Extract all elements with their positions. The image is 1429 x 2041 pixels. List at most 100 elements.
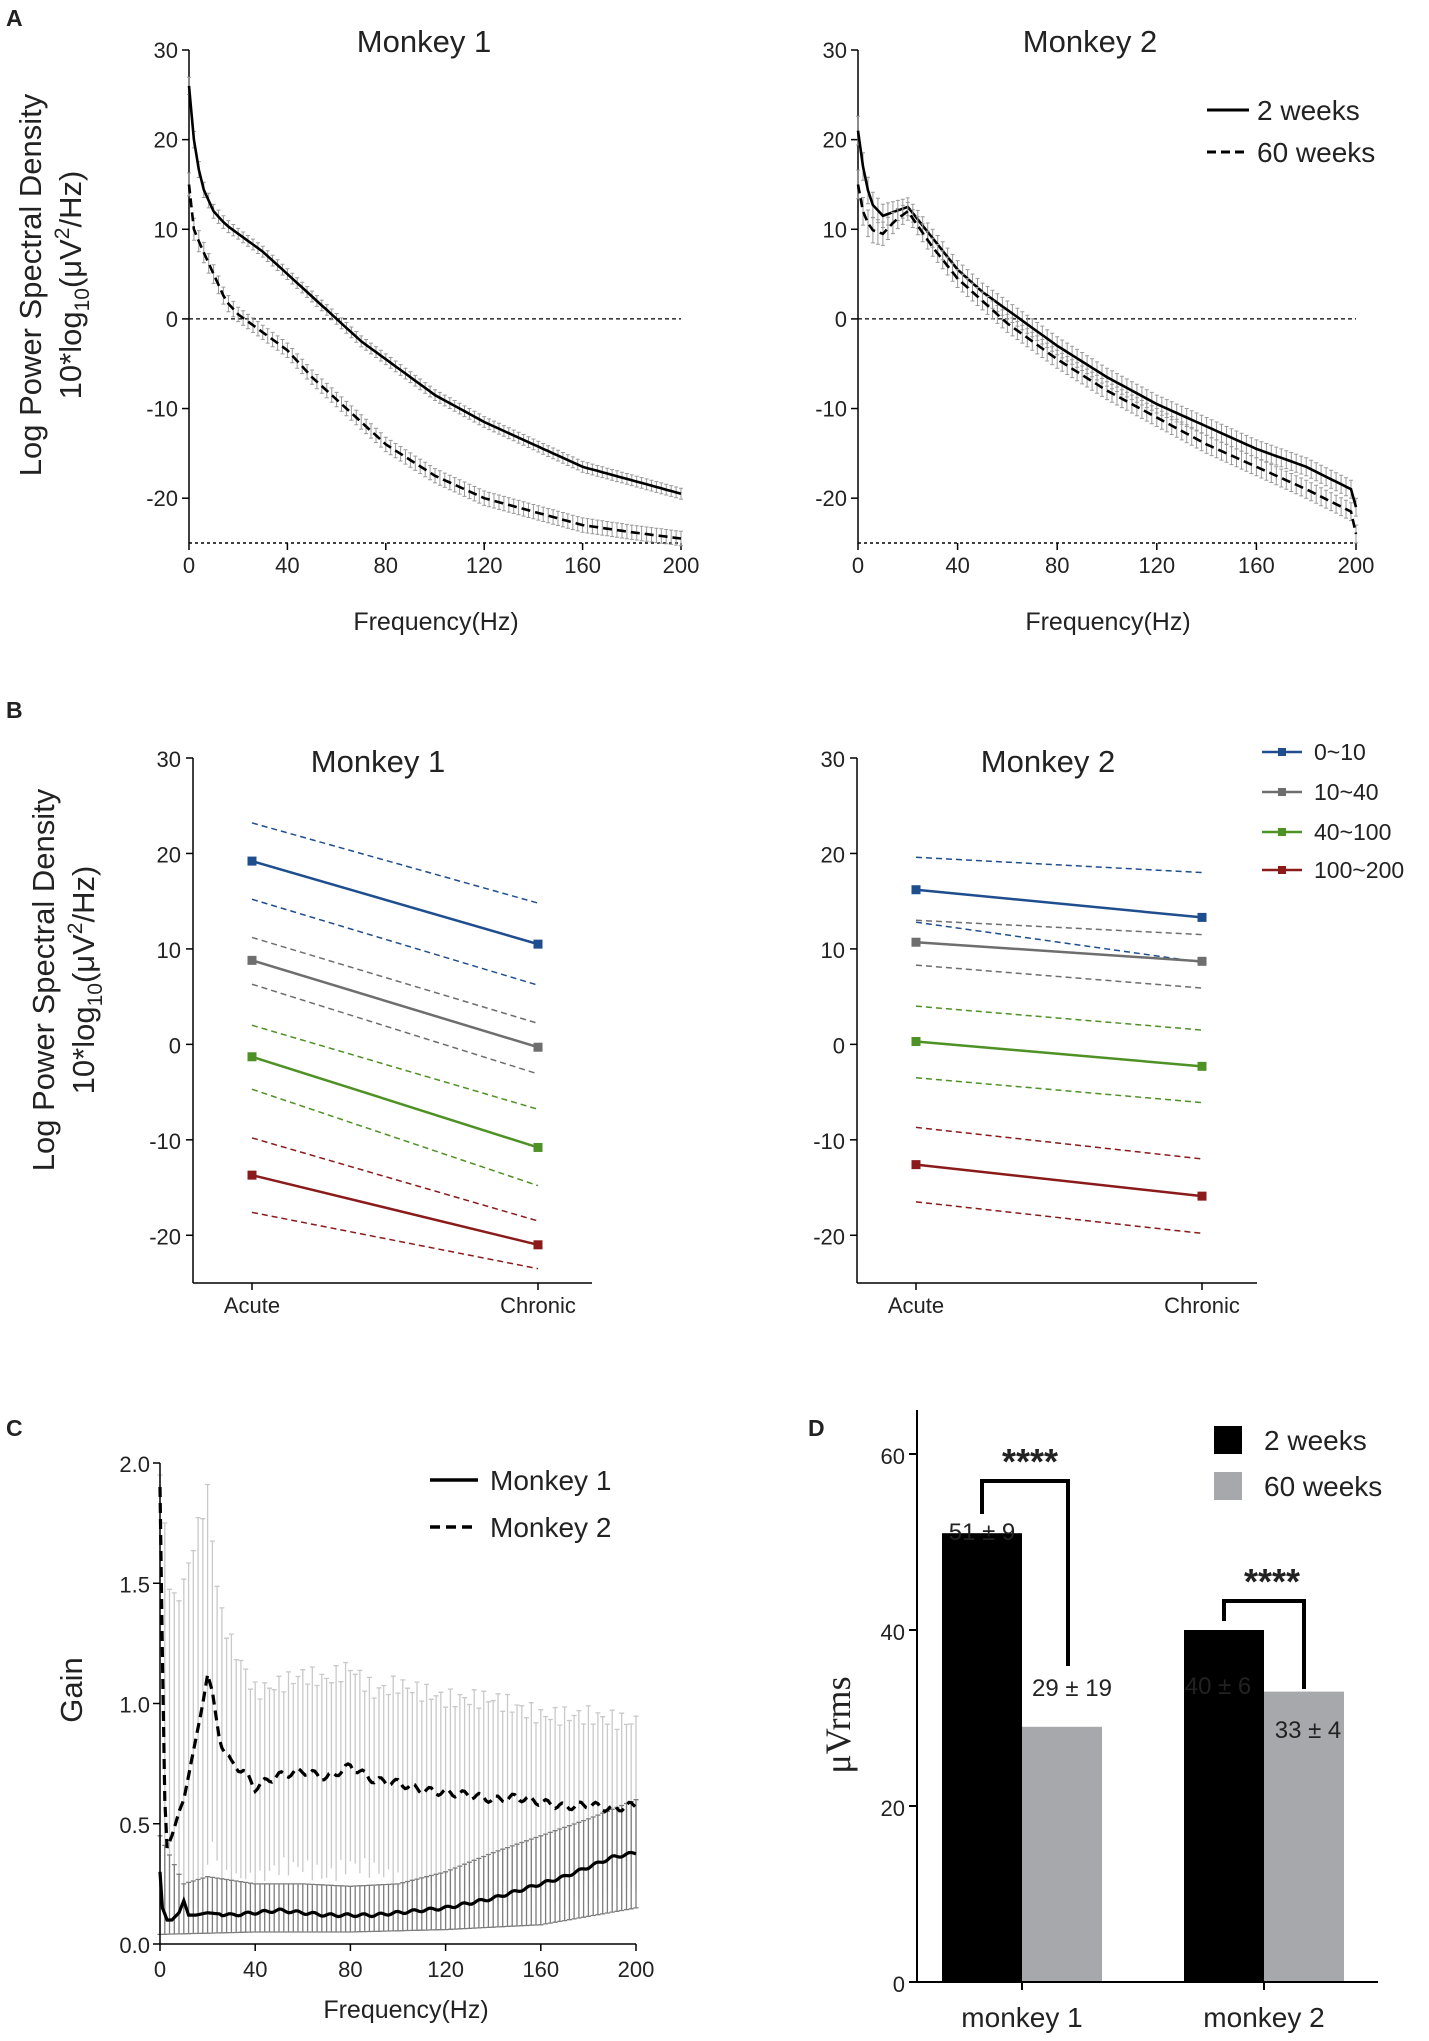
d-bar-monkey1-2weeks xyxy=(942,1533,1022,1982)
B1-ytick-label: 0 xyxy=(169,1033,181,1058)
B2-point-40-100-chronic xyxy=(1197,1061,1207,1071)
d-bar-monkey2-2weeks xyxy=(1184,1630,1264,1982)
c-legend-monkey2: Monkey 2 xyxy=(490,1512,611,1543)
B1-ci-upper-10-40 xyxy=(251,936,539,1025)
c-xlabel: Frequency(Hz) xyxy=(323,1996,488,2024)
A2-xtick-label: 80 xyxy=(1045,553,1069,578)
B1-point-100-200-acute xyxy=(247,1170,257,1180)
d-significance-1: **** xyxy=(1002,1441,1058,1482)
B1-line-0-10 xyxy=(251,859,539,946)
B1-point-40-100-acute xyxy=(247,1052,257,1062)
B2-ci-upper-0-10 xyxy=(915,856,1203,874)
d-legend-swatch-2weeks xyxy=(1214,1426,1242,1454)
B2-point-100-200-chronic xyxy=(1197,1191,1207,1201)
b2-title: Monkey 2 xyxy=(981,744,1115,779)
d-significance-bracket-2 xyxy=(1222,1599,1306,1689)
B2-xtick-chronic: Chronic xyxy=(1164,1293,1240,1318)
B1-point-10-40-acute xyxy=(247,955,257,965)
B1-ytick-label: 10 xyxy=(157,938,181,963)
B2-ytick-label: -10 xyxy=(813,1129,845,1154)
A2-xtick-label: 40 xyxy=(945,553,969,578)
d-legend-60weeks: 60 weeks xyxy=(1264,1471,1382,1502)
B2-ytick-label: 30 xyxy=(821,747,845,772)
b-legend-marker-40-100 xyxy=(1278,828,1286,836)
A2-errorbars-1 xyxy=(856,169,1358,544)
d-label-m1-2weeks: 51 ± 9 xyxy=(949,1519,1016,1546)
B2-xtick-acute: Acute xyxy=(888,1293,944,1318)
A1-ytick-label: 30 xyxy=(154,38,178,63)
d-ytick-label: 40 xyxy=(881,1620,905,1645)
B1-ci-upper-100-200 xyxy=(251,1137,539,1222)
A2-series-60weeks xyxy=(856,184,1358,535)
d-significance-bracket-1 xyxy=(980,1479,1070,1666)
B2-ytick-label: 0 xyxy=(833,1033,845,1058)
B2-point-100-200-acute xyxy=(911,1160,921,1170)
A2-xtick-label: 200 xyxy=(1338,553,1375,578)
A1-series-2weeks xyxy=(187,85,682,495)
b-ylabel-line1: Log Power Spectral Density xyxy=(26,788,61,1171)
B1-xtick-chronic: Chronic xyxy=(500,1293,576,1318)
plot-b-monkey1: -20 -10 0 10 20 30 Acute Chronic xyxy=(149,747,592,1318)
b-legend-marker-0-10 xyxy=(1278,748,1286,756)
c-ytick-label: 0.0 xyxy=(119,1933,150,1958)
d-ylabel: μVrms xyxy=(818,1676,858,1773)
panel-letter-b: B xyxy=(6,697,23,723)
B2-ytick-label: 10 xyxy=(821,938,845,963)
B1-line-100-200 xyxy=(251,1173,539,1247)
A2-ytick-label: 0 xyxy=(835,307,847,332)
panel-letter-d: D xyxy=(808,1415,825,1441)
c-ytick-label: 1.0 xyxy=(119,1693,150,1718)
b-legend-marker-100-200 xyxy=(1278,866,1286,874)
a1-title: Monkey 1 xyxy=(357,24,491,59)
plot-c-gain: 0.0 0.5 1.0 1.5 2.0 0 40 80 120 160 200 xyxy=(119,1452,654,1982)
A2-ytick-label: -20 xyxy=(815,486,847,511)
c-series-monkey1 xyxy=(158,1850,637,1922)
A1-ytick-label: 10 xyxy=(154,217,178,242)
plot-d-bars: 0 20 40 60 xyxy=(881,1410,1378,1997)
A1-ytick-label: -20 xyxy=(146,486,178,511)
c-xtick-label: 40 xyxy=(243,1957,267,1982)
A2-series-2weeks xyxy=(856,130,1358,508)
a-ylabel-line1: Log Power Spectral Density xyxy=(13,93,48,476)
c-ylabel-wrap: Gain xyxy=(54,1657,89,1722)
B1-line-10-40 xyxy=(251,959,539,1049)
A2-xtick-label: 0 xyxy=(852,553,864,578)
B2-ci-lower-0-10 xyxy=(915,921,1203,964)
b-ylabel: Log Power Spectral Density 10*log10(μV2/… xyxy=(26,788,107,1171)
B2-ci-lower-10-40 xyxy=(915,964,1203,989)
B1-ytick-label: 20 xyxy=(157,842,181,867)
B2-ci-lower-100-200 xyxy=(915,1201,1203,1235)
B2-line-100-200 xyxy=(915,1163,1203,1198)
A2-xtick-label: 120 xyxy=(1138,553,1175,578)
c-ylabel: Gain xyxy=(54,1657,89,1722)
B1-point-0-10-chronic xyxy=(533,939,543,949)
B1-ci-lower-100-200 xyxy=(251,1211,539,1270)
B1-ci-lower-10-40 xyxy=(251,983,539,1075)
d-bar-monkey1-60weeks xyxy=(1022,1726,1102,1982)
d-legend: 2 weeks 60 weeks xyxy=(1214,1425,1382,1502)
A2-ytick-label: 30 xyxy=(823,38,847,63)
c-xtick-label: 160 xyxy=(522,1957,559,1982)
c-legend: Monkey 1 Monkey 2 xyxy=(430,1465,611,1543)
B2-ci-upper-10-40 xyxy=(915,919,1203,936)
d-label-m2-60weeks: 33 ± 4 xyxy=(1275,1717,1342,1744)
d-ytick-label: 60 xyxy=(881,1444,905,1469)
B1-ytick-label: -20 xyxy=(149,1224,181,1249)
A1-xtick-label: 200 xyxy=(663,553,700,578)
b-legend-marker-10-40 xyxy=(1278,788,1286,796)
B2-line-10-40 xyxy=(915,940,1203,963)
B1-ytick-label: -10 xyxy=(149,1129,181,1154)
d-bar-monkey2-60weeks xyxy=(1264,1691,1344,1982)
d-ytick-label: 20 xyxy=(881,1796,905,1821)
A1-xtick-label: 80 xyxy=(374,553,398,578)
d-legend-swatch-60weeks xyxy=(1214,1472,1242,1500)
B2-line-40-100 xyxy=(915,1040,1203,1068)
plot-a-monkey2: -20 -10 0 10 20 30 0 40 80 120 160 200 xyxy=(815,38,1374,578)
B1-line-40-100 xyxy=(251,1055,539,1149)
b-legend-0-10: 0~10 xyxy=(1314,739,1366,765)
A1-errorbars-0 xyxy=(187,76,683,500)
A2-ytick-label: -10 xyxy=(815,397,847,422)
A1-xtick-label: 40 xyxy=(275,553,299,578)
d-ylabel-wrap: μVrms xyxy=(818,1676,858,1773)
